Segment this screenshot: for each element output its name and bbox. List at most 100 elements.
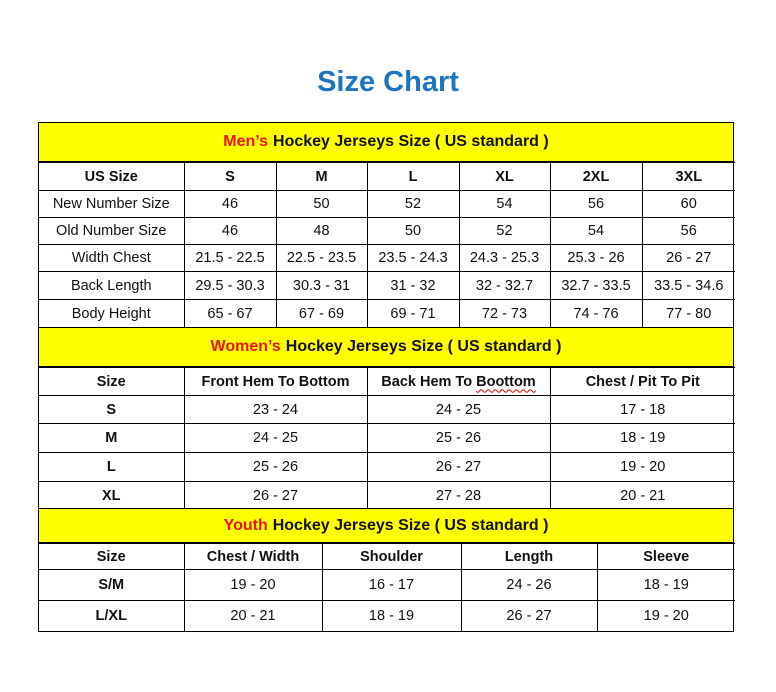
women-size-table: Women’s Hockey Jerseys Size ( US standar… (38, 327, 735, 510)
women-heading: Hockey Jerseys Size ( US standard ) (285, 338, 562, 355)
table-cell: 20 - 21 (183, 600, 323, 632)
cell-text: 52 (404, 196, 422, 213)
cell-text: New Number Size (52, 196, 170, 213)
row-label: S/M (39, 569, 185, 601)
cell-text: M (315, 168, 328, 185)
table-cell: 24 - 26 (460, 569, 598, 601)
cell-text: 72 - 73 (481, 305, 528, 322)
cell-text: Chest / Pit To Pit (585, 373, 700, 390)
table-cell: 24.3 - 25.3 (458, 244, 551, 273)
cell-text: 24 - 26 (506, 577, 552, 593)
table-cell: 18 - 19 (321, 600, 462, 632)
men-header-row: US Size S M L XL 2XL 3XL (39, 162, 735, 191)
cell-text: Back Hem To Boottom (381, 373, 536, 390)
cell-text: 27 - 28 (435, 487, 482, 504)
cell-text: 17 - 18 (620, 401, 666, 418)
men-heading: Hockey Jerseys Size ( US standard ) (273, 133, 549, 150)
cell-text: 19 - 20 (643, 608, 689, 625)
cell-text: 16 - 17 (368, 577, 415, 593)
table-cell: 65 - 67 (183, 298, 277, 328)
column-header: L (366, 162, 460, 191)
cell-text: 18 - 19 (643, 577, 689, 593)
table-cell: 32.7 - 33.5 (549, 271, 643, 300)
cell-text: S/M (98, 577, 125, 593)
table-cell: 67 - 69 (275, 298, 368, 328)
cell-text: 24 - 25 (252, 430, 299, 446)
cell-text: Size (96, 373, 126, 390)
cell-text: 25 - 26 (435, 430, 482, 446)
table-cell: 50 (275, 189, 368, 219)
cell-text: 67 - 69 (298, 305, 345, 322)
table-cell: 29.5 - 30.3 (183, 271, 277, 300)
cell-text: 19 - 20 (620, 458, 666, 475)
cell-text: 32.7 - 33.5 (561, 277, 631, 294)
cell-text: XL (101, 487, 121, 504)
cell-text: 22.5 - 23.5 (286, 250, 357, 267)
youth-header-row: Size Chest / Width Shoulder Length Sleeve (39, 543, 735, 570)
cell-text: Old Number Size (56, 223, 167, 240)
cell-text: Body Height (71, 305, 151, 322)
cell-text: 25.3 - 26 (567, 250, 625, 267)
table-row: Width Chest 21.5 - 22.5 22.5 - 23.5 23.5 - … (39, 244, 735, 273)
row-label: Body Height (39, 298, 185, 328)
table-cell: 19 - 20 (549, 452, 735, 482)
row-label: M (39, 423, 185, 453)
table-row: Back Length 29.5 - 30.3 30.3 - 31 31 - 32 32… (39, 271, 735, 300)
column-header: Chest / Width (183, 543, 323, 570)
table-cell: 17 - 18 (549, 395, 735, 424)
men-accent-label: Men’s (223, 133, 269, 150)
table-cell: 19 - 20 (183, 569, 323, 601)
table-cell: 56 (641, 217, 735, 246)
cell-text: Length (504, 548, 554, 565)
cell-text: 65 - 67 (207, 305, 253, 322)
cell-text: 46 (221, 223, 239, 240)
table-row: L 25 - 26 26 - 27 19 - 20 (39, 452, 735, 482)
cell-text: M (105, 430, 118, 446)
column-header: Back Hem To Boottom (366, 367, 551, 396)
column-header: Sleeve (596, 543, 735, 570)
column-header: 3XL (641, 162, 735, 191)
cell-text: 20 - 21 (620, 487, 666, 504)
table-cell: 77 - 80 (641, 298, 735, 328)
column-header: Front Hem To Bottom (183, 367, 368, 396)
cell-text: 24.3 - 25.3 (469, 250, 540, 267)
page-title: Size Chart (317, 66, 459, 98)
table-cell: 26 - 27 (641, 244, 735, 273)
table-bottom-border (38, 631, 734, 632)
youth-size-table: Youth Hockey Jerseys Size ( US standard … (38, 508, 735, 632)
cell-text: Back Length (70, 277, 152, 294)
women-table: Size Front Hem To Bottom Back Hem To Boott… (39, 367, 735, 510)
table-cell: 30.3 - 31 (275, 271, 368, 300)
cell-text: 31 - 32 (390, 277, 436, 294)
row-label: S (39, 395, 185, 424)
table-row: L/XL 20 - 21 18 - 19 26 - 27 19 - 20 (39, 600, 735, 632)
column-header: Chest / Pit To Pit (549, 367, 735, 396)
cell-text: 56 (680, 223, 697, 240)
table-cell: 31 - 32 (366, 271, 460, 300)
table-cell: 46 (183, 189, 277, 219)
table-row: Body Height 65 - 67 67 - 69 69 - 71 72 - 73 7… (39, 298, 735, 328)
table-row: S/M 19 - 20 16 - 17 24 - 26 18 - 19 (39, 569, 735, 601)
table-row: S 23 - 24 24 - 25 17 - 18 (39, 395, 735, 424)
table-cell: 18 - 19 (549, 423, 735, 453)
row-label: XL (39, 480, 185, 510)
column-header: Shoulder (321, 543, 462, 570)
cell-text: 60 (680, 196, 697, 213)
column-header: M (275, 162, 368, 191)
cell-text: 54 (496, 196, 513, 213)
table-cell: 69 - 71 (366, 298, 460, 328)
women-header-row: Size Front Hem To Bottom Back Hem To Boott… (39, 367, 735, 396)
cell-text: 26 - 27 (435, 458, 482, 475)
table-cell: 60 (641, 189, 735, 219)
column-header: S (183, 162, 277, 191)
cell-text: 23.5 - 24.3 (378, 250, 448, 267)
table-cell: 18 - 19 (596, 569, 735, 601)
table-cell: 24 - 25 (366, 395, 551, 424)
table-cell: 26 - 27 (366, 452, 551, 482)
cell-text: 26 - 27 (252, 487, 299, 504)
table-cell: 25.3 - 26 (549, 244, 643, 273)
cell-text: S (225, 168, 235, 185)
youth-accent-label: Youth (223, 516, 268, 534)
cell-text: 50 (313, 196, 330, 213)
column-header: Size (39, 543, 185, 570)
